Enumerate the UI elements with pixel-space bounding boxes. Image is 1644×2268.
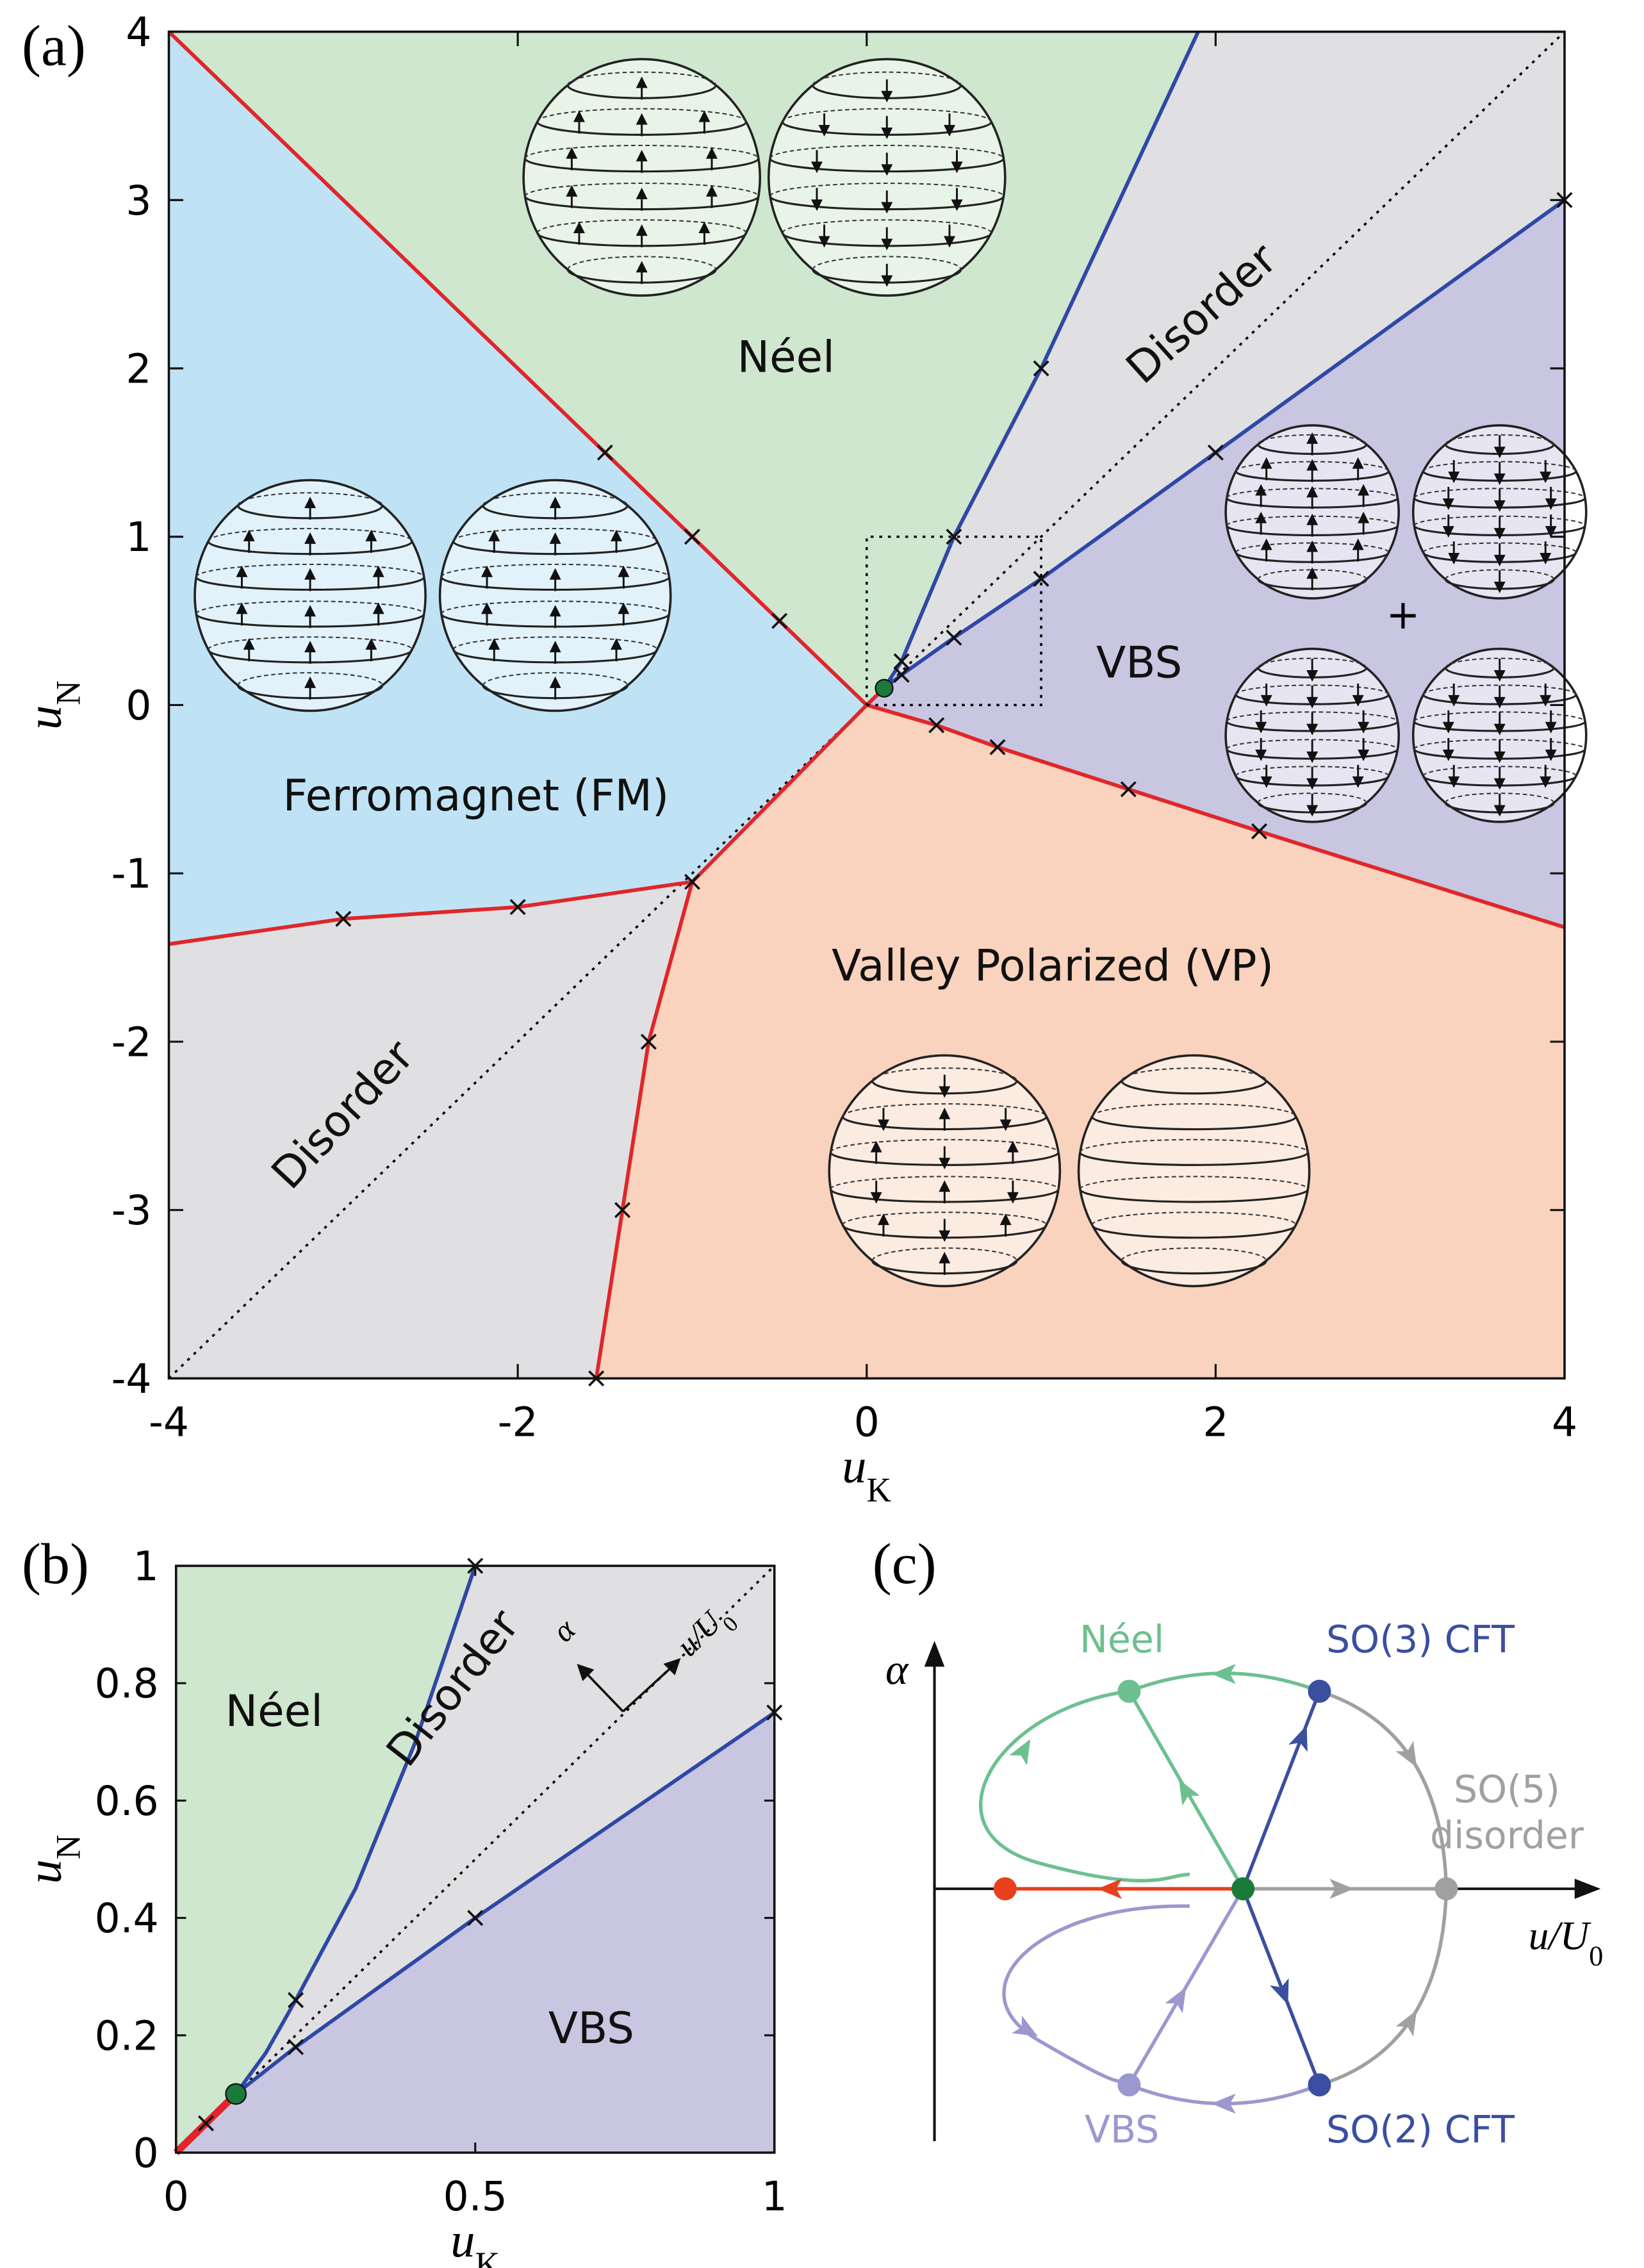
fixed-point — [1308, 2073, 1331, 2096]
y-axis-label: uN — [17, 680, 88, 730]
flow-arrow — [1395, 1741, 1417, 1768]
region-label: VBS — [1096, 637, 1182, 688]
flow-line — [1129, 1889, 1243, 2085]
panel-label: (b) — [22, 1533, 89, 1596]
y-axis-label-main: u — [17, 1859, 72, 1884]
fixed-point — [1231, 1877, 1254, 1900]
flow-line — [1243, 1691, 1319, 1889]
region-label: VBS — [548, 2003, 634, 2053]
diagram-y-label: α — [885, 1646, 909, 1694]
diagram-axis-head — [925, 1641, 945, 1667]
flow-arrow — [1179, 1780, 1200, 1806]
x-axis-label-main: u — [842, 1438, 866, 1493]
y-axis-label-main: u — [17, 705, 72, 730]
diagram-x-label-main: u/U — [1529, 1914, 1591, 1959]
fixed-point — [1117, 1680, 1140, 1703]
y-tick-label: 1 — [126, 514, 151, 561]
x-axis-label-sub: K — [475, 2245, 500, 2268]
x-tick-label: -4 — [149, 1399, 189, 1445]
fixed-point — [1308, 1680, 1331, 1703]
panel-label: (a) — [22, 14, 86, 78]
node-label: SO(3) CFT — [1326, 1618, 1515, 1661]
fixed-point — [1117, 2073, 1140, 2096]
y-axis-label-sub: N — [49, 680, 88, 705]
node-label: VBS — [1085, 2108, 1159, 2151]
region-label: Néel — [737, 332, 835, 382]
fixed-point — [994, 1877, 1017, 1900]
diagram-x-label: u/U0 — [1529, 1914, 1604, 1972]
y-tick-label: -1 — [111, 851, 152, 898]
flow-line — [1004, 1906, 1190, 2085]
region-label: Ferromagnet (FM) — [283, 770, 670, 821]
y-tick-label: 0 — [126, 682, 151, 729]
node-label: disorder — [1430, 1814, 1584, 1857]
critical-point — [875, 680, 892, 697]
region-label: Néel — [226, 1686, 323, 1736]
node-label: SO(5) — [1454, 1768, 1560, 1811]
annotation: + — [1386, 591, 1420, 638]
y-tick-label: 0.6 — [95, 1778, 159, 1825]
sphere — [1079, 1055, 1310, 1286]
y-tick-label: 0.2 — [95, 2012, 159, 2059]
flow-arrow — [1012, 2016, 1038, 2037]
y-tick-label: 0.4 — [95, 1895, 159, 1942]
diagram-axis-head — [1575, 1878, 1601, 1899]
y-tick-label: 0.8 — [95, 1661, 159, 1707]
x-tick-label: 0 — [163, 2173, 189, 2220]
x-axis-label-main: u — [450, 2213, 475, 2267]
y-tick-label: 4 — [126, 9, 151, 56]
y-tick-label: 1 — [133, 1543, 159, 1590]
x-tick-label: 2 — [1203, 1399, 1228, 1445]
diagram-x-label-sub: 0 — [1589, 1940, 1603, 1971]
y-tick-label: -4 — [111, 1356, 152, 1402]
node-label: SO(2) CFT — [1326, 2108, 1515, 2151]
flow-arrow — [1165, 1987, 1186, 2014]
y-tick-label: -2 — [111, 1019, 152, 1065]
x-tick-label: -2 — [498, 1399, 538, 1445]
x-axis-label: uK — [450, 2213, 500, 2268]
critical-point — [226, 2084, 246, 2105]
y-tick-label: 0 — [133, 2130, 159, 2176]
x-tick-label: 1 — [762, 2173, 787, 2220]
x-axis-label-sub: K — [867, 1470, 892, 1509]
flow-line — [1243, 1889, 1319, 2085]
panel-label: (c) — [873, 1533, 937, 1596]
flow-line — [1319, 1889, 1446, 2085]
figure: +Ferromagnet (FM)NéelDisorderVBSValley P… — [0, 0, 1644, 2268]
flow-line — [981, 1691, 1190, 1881]
x-axis-label: uK — [842, 1438, 891, 1509]
region-label: Valley Polarized (VP) — [832, 940, 1274, 990]
y-tick-label: -3 — [111, 1187, 152, 1234]
flow-line — [1319, 1691, 1446, 1889]
x-tick-label: 4 — [1552, 1399, 1577, 1445]
node-label: Néel — [1080, 1618, 1164, 1661]
y-axis-label: uN — [17, 1835, 88, 1884]
y-axis-label-sub: N — [49, 1835, 88, 1860]
y-tick-label: 3 — [126, 177, 151, 224]
y-tick-label: 2 — [126, 346, 151, 393]
fixed-point — [1434, 1877, 1458, 1900]
